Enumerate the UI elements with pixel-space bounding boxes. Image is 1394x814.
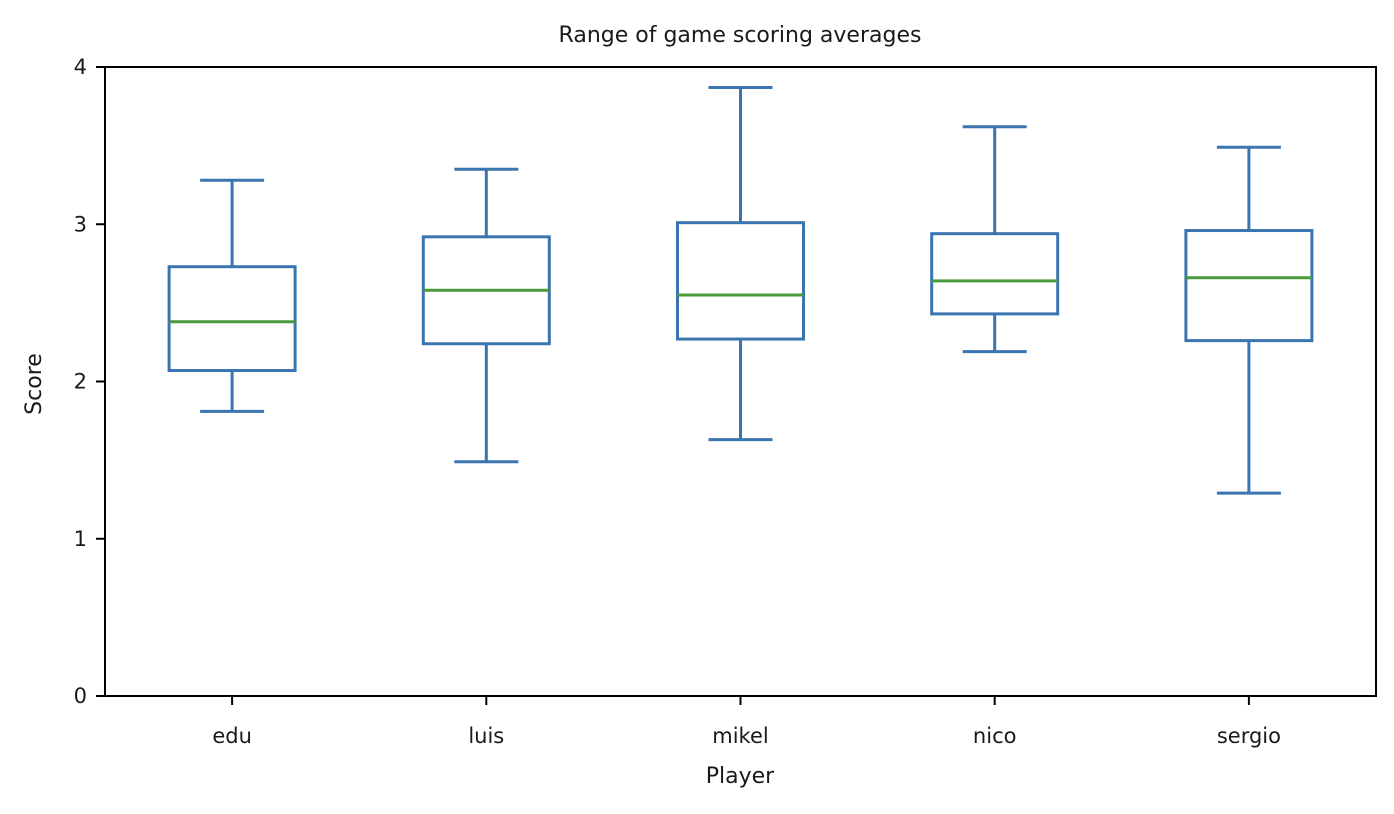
x-tick-label-mikel: mikel — [712, 724, 768, 748]
y-tick-label-0: 0 — [74, 684, 87, 708]
x-axis-title: Player — [706, 764, 775, 789]
x-tick-label-edu: edu — [212, 724, 252, 748]
y-tick-label-2: 2 — [74, 370, 87, 394]
x-tick-label-sergio: sergio — [1217, 724, 1281, 748]
box-mikel — [676, 221, 805, 341]
y-tick-label-1: 1 — [74, 527, 87, 551]
box-sergio — [1184, 229, 1314, 343]
box-edu — [167, 265, 297, 372]
plot-area: 0 1 2 3 4 edu luis mikel nico sergio — [74, 55, 1377, 748]
y-tick-label-3: 3 — [74, 212, 87, 236]
box-nico — [930, 232, 1060, 316]
y-tick-label-4: 4 — [74, 55, 87, 79]
y-axis-title: Score — [22, 353, 47, 415]
chart-title: Range of game scoring averages — [559, 23, 922, 48]
x-tick-label-nico: nico — [973, 724, 1017, 748]
x-tick-label-luis: luis — [468, 724, 504, 748]
